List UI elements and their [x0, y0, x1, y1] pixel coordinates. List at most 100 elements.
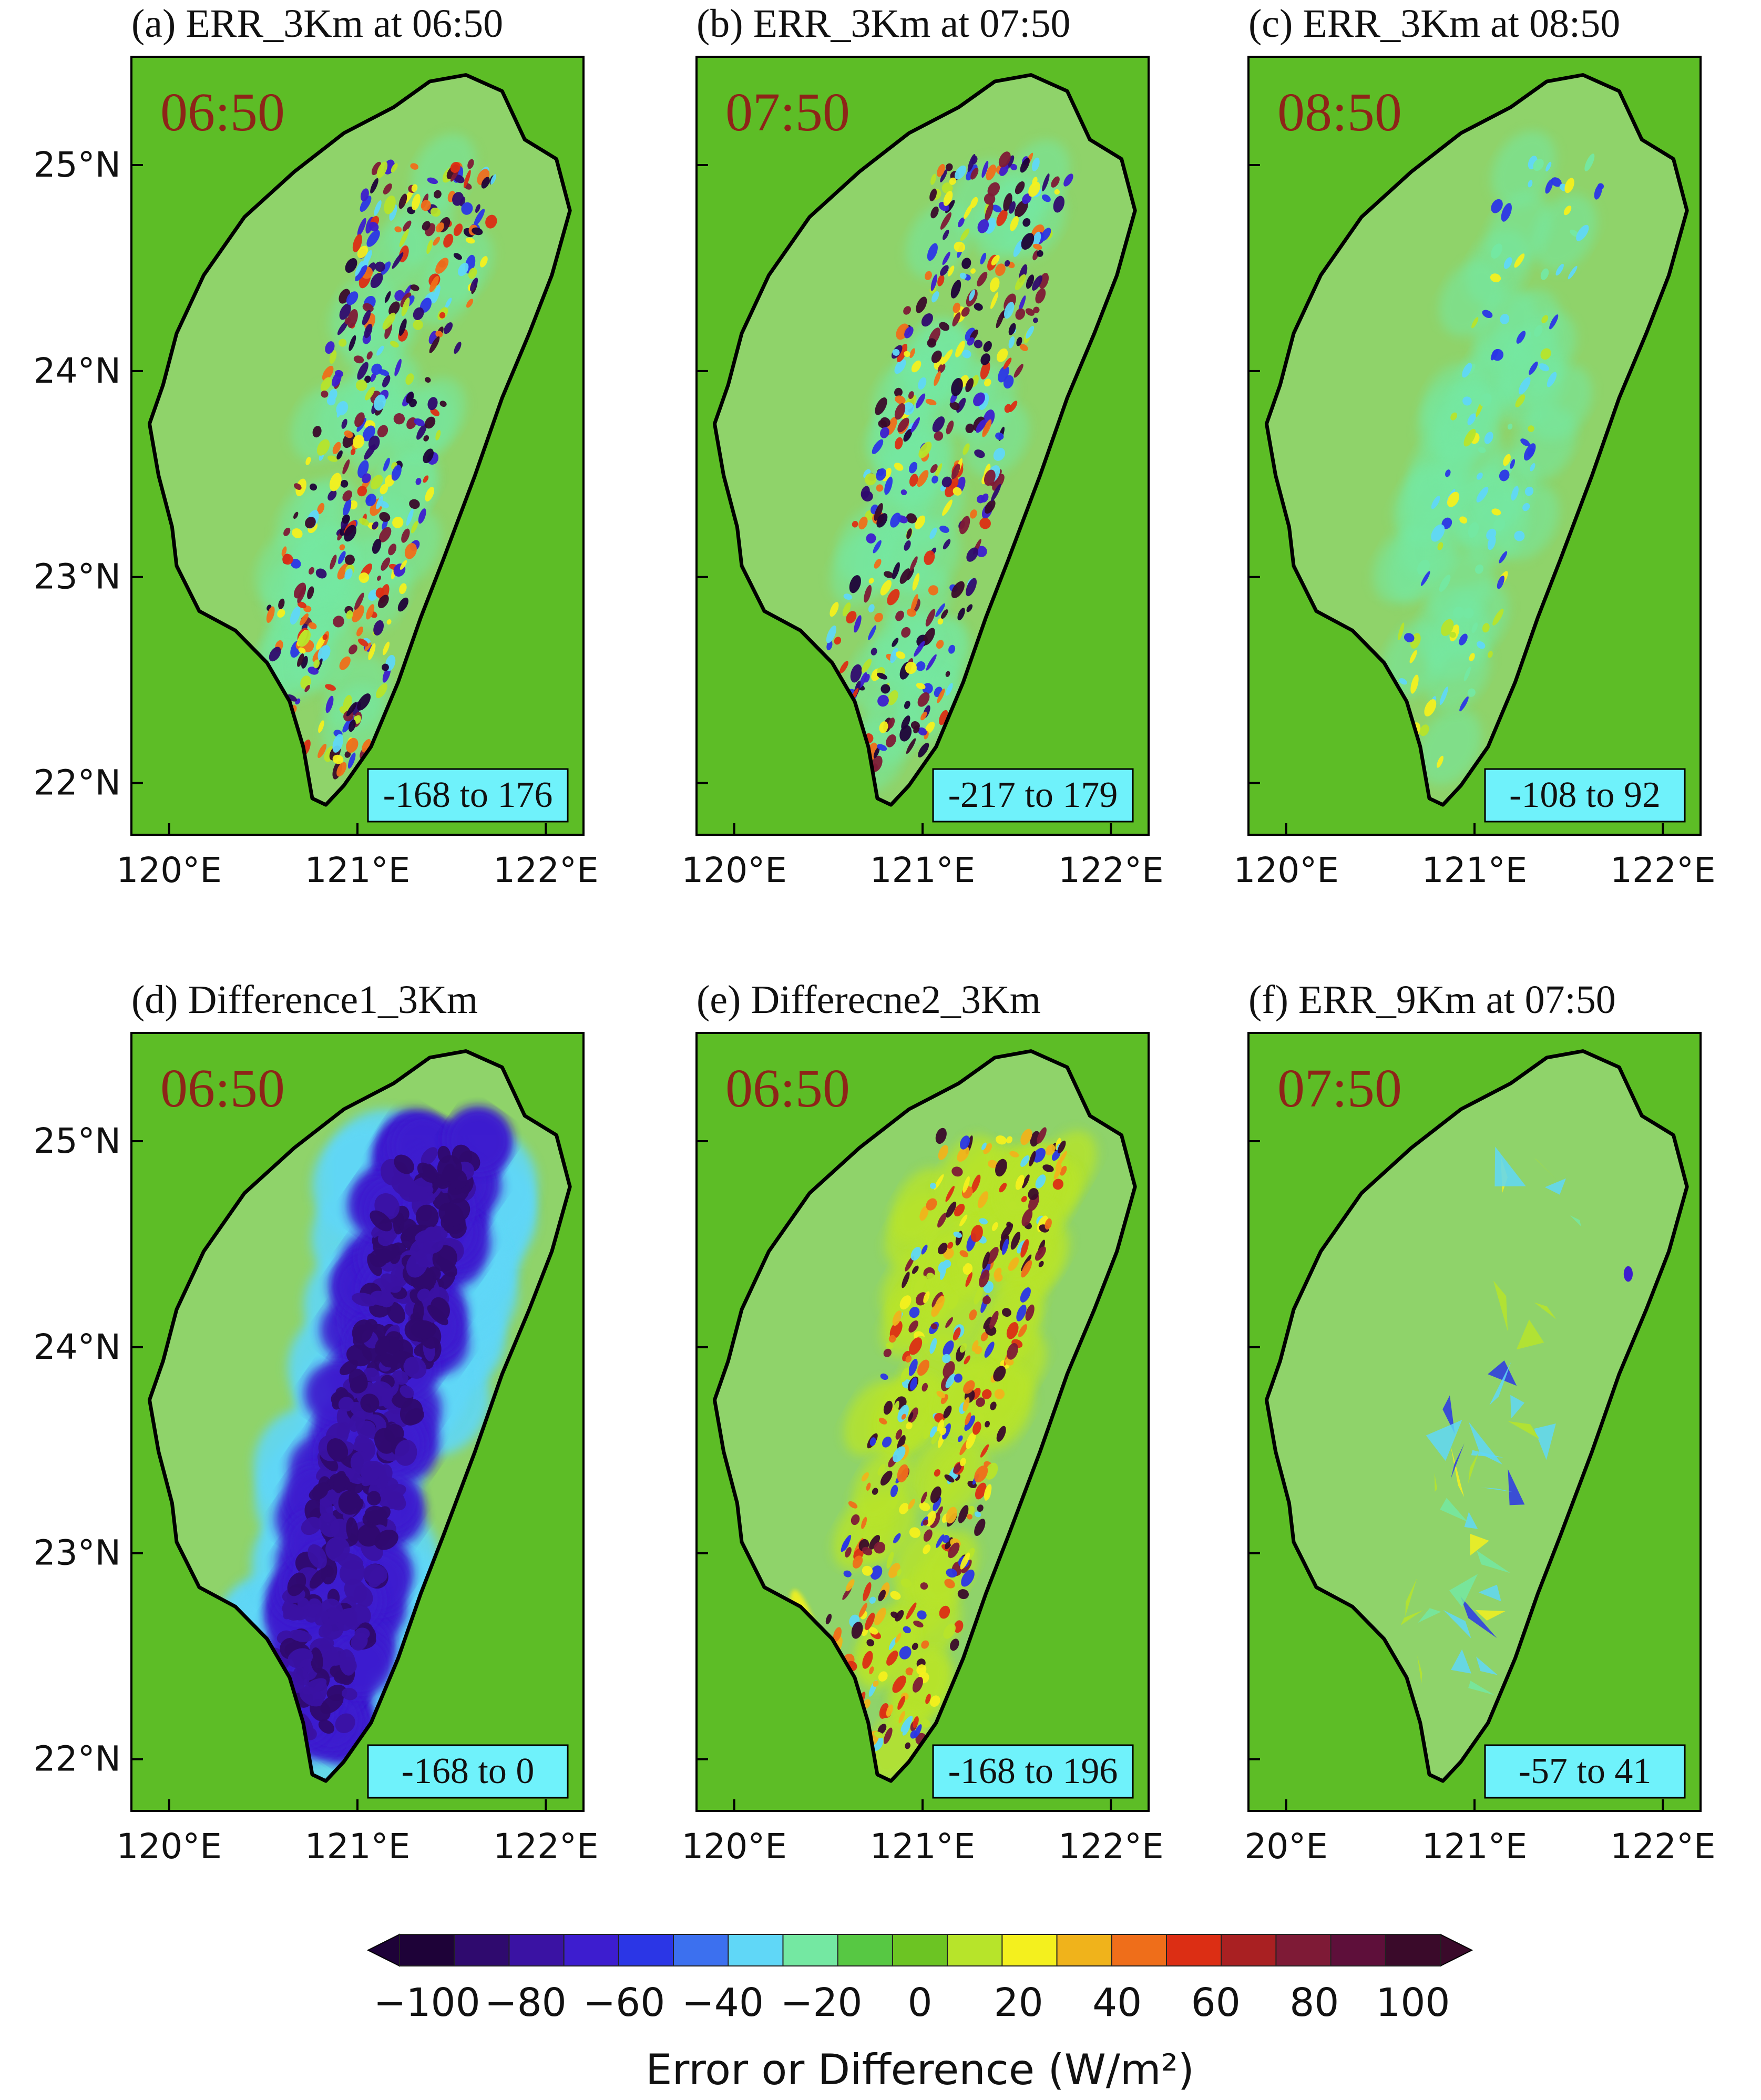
taiwan-land: [1266, 1051, 1687, 1781]
map-panel-f: (f) ERR_9Km at 07:50 07:50 -57 to 41 20°E 12…: [1244, 978, 1715, 1867]
colorbar-tick-label: −80: [485, 1980, 567, 2025]
lon-tick-label: 120°E: [681, 850, 787, 890]
map-panel-c: (c) ERR_3Km at 08:50 08:50 -108 to 92 120°E…: [1233, 2, 1715, 890]
lon-tick-label: 122°E: [493, 1826, 599, 1867]
lon-tick-label: 122°E: [1610, 1826, 1716, 1867]
error-field: [253, 134, 497, 780]
time-label: 07:50: [1277, 1058, 1402, 1119]
time-label: 06:50: [160, 82, 285, 142]
colorbar-tick-label: 100: [1376, 1980, 1450, 2025]
range-box: [367, 1744, 569, 1799]
lon-tick-label: 122°E: [1058, 850, 1164, 890]
colorbar-segment: [1385, 1934, 1441, 1966]
error-field: [213, 1108, 537, 1781]
error-field: [1400, 1146, 1633, 1698]
colorbar-segment: [1221, 1934, 1277, 1966]
error-field: [1373, 130, 1604, 785]
lon-tick-label: 122°E: [493, 850, 599, 890]
lon-tick-label: 120°E: [116, 850, 222, 890]
lon-tick-label: 120°E: [1233, 850, 1339, 890]
colorbar-tick-label: −60: [583, 1980, 665, 2025]
colorbar-segment: [1001, 1934, 1058, 1966]
colorbar-max-arrow: [1440, 1933, 1473, 1967]
coastline: [1264, 73, 1689, 807]
lon-tick-label: 121°E: [1422, 850, 1528, 890]
map-panel-b: (b) ERR_3Km at 07:50 07:50 -217 to 179 120°…: [681, 2, 1163, 890]
lon-tick-label: 121°E: [1422, 1826, 1528, 1867]
range-box: [1484, 768, 1686, 823]
colorbar-segment: [1056, 1934, 1113, 1966]
range-label: -168 to 0: [402, 1751, 535, 1791]
colorbar-tick-label: 80: [1289, 1980, 1339, 2025]
range-label: -217 to 179: [948, 775, 1118, 815]
error-field: [790, 1127, 1097, 1781]
colorbar-segment: [782, 1934, 839, 1966]
coastline: [147, 1049, 572, 1783]
colorbar-tick-label: 40: [1092, 1980, 1142, 2025]
colorbar-tick-label: −100: [373, 1980, 480, 2025]
lat-tick-label: 22°N: [34, 1739, 121, 1779]
lon-tick-label: 122°E: [1058, 1826, 1164, 1867]
lon-tick-label: 120°E: [116, 1826, 222, 1867]
lat-tick-label: 24°N: [34, 351, 121, 391]
lon-tick-label: 121°E: [870, 1826, 976, 1867]
range-label: -168 to 196: [948, 1751, 1118, 1791]
colorbar-segment: [399, 1934, 455, 1966]
lon-tick-label: 121°E: [870, 850, 976, 890]
colorbar-min-arrow: [366, 1933, 400, 1967]
panel-title: (d) Difference1_3Km: [131, 978, 478, 1022]
lat-tick-label: 25°N: [34, 1121, 121, 1161]
lat-tick-label: 25°N: [34, 145, 121, 185]
colorbar-segment: [508, 1934, 565, 1966]
coastline: [712, 1049, 1137, 1783]
time-label: 06:50: [160, 1058, 285, 1119]
lat-tick-label: 23°N: [34, 1533, 121, 1573]
range-box: [932, 768, 1134, 823]
time-label: 07:50: [725, 82, 850, 142]
colorbar: −100 −80 −60 −40 −20 0 20 40 60 80 100 Error or Dif…: [366, 1933, 1473, 2094]
error-field: [826, 139, 1073, 793]
colorbar-segment: [892, 1934, 948, 1966]
colorbar-segment: [1275, 1934, 1332, 1966]
colorbar-tick-label: −40: [682, 1980, 764, 2025]
colorbar-segment: [618, 1934, 674, 1966]
colorbar-tick-label: 60: [1191, 1980, 1241, 2025]
colorbar-tick-label: 20: [994, 1980, 1043, 2025]
map-panel-e: (e) Differecne2_3Km 06:50 -168 to 196 120°E…: [681, 978, 1163, 1867]
lon-tick-label: 120°E: [681, 1826, 787, 1867]
coastline: [147, 73, 572, 807]
lon-tick-label: 122°E: [1610, 850, 1716, 890]
panel-title: (c) ERR_3Km at 08:50: [1248, 2, 1620, 46]
range-box: [367, 768, 569, 823]
map-panel-a: (a) ERR_3Km at 06:50 06:50 -168 to 176 25°N…: [34, 2, 599, 890]
range-box: [932, 1744, 1134, 1799]
colorbar-segment: [1330, 1934, 1387, 1966]
panel-title: (b) ERR_3Km at 07:50: [697, 2, 1070, 46]
colorbar-title: Error or Difference (W/m²): [646, 2045, 1194, 2094]
lon-tick-label: 20°E: [1244, 1826, 1328, 1867]
lat-tick-label: 23°N: [34, 557, 121, 597]
colorbar-segment: [454, 1934, 510, 1966]
lon-tick-label: 121°E: [305, 1826, 411, 1867]
time-label: 08:50: [1277, 82, 1402, 142]
lat-tick-label: 22°N: [34, 763, 121, 803]
map-panel-d: (d) Difference1_3Km 06:50 -168 to 0 25°N 24°…: [34, 978, 599, 1867]
panel-title: (a) ERR_3Km at 06:50: [131, 2, 503, 46]
coastline: [1264, 1049, 1689, 1783]
coastline: [712, 73, 1137, 807]
colorbar-segment: [947, 1934, 1003, 1966]
lat-tick-label: 24°N: [34, 1327, 121, 1367]
colorbar-segment: [837, 1934, 894, 1966]
colorbar-tick-label: 0: [907, 1980, 932, 2025]
range-label: -168 to 176: [383, 775, 553, 815]
colorbar-segment: [1111, 1934, 1168, 1966]
panel-title: (e) Differecne2_3Km: [697, 978, 1041, 1022]
range-box: [1484, 1744, 1686, 1799]
time-label: 06:50: [725, 1058, 850, 1119]
colorbar-segment: [563, 1934, 620, 1966]
range-label: -57 to 41: [1519, 1751, 1652, 1791]
colorbar-tick-label: −20: [780, 1980, 862, 2025]
colorbar-segment: [673, 1934, 729, 1966]
lon-tick-label: 121°E: [305, 850, 411, 890]
